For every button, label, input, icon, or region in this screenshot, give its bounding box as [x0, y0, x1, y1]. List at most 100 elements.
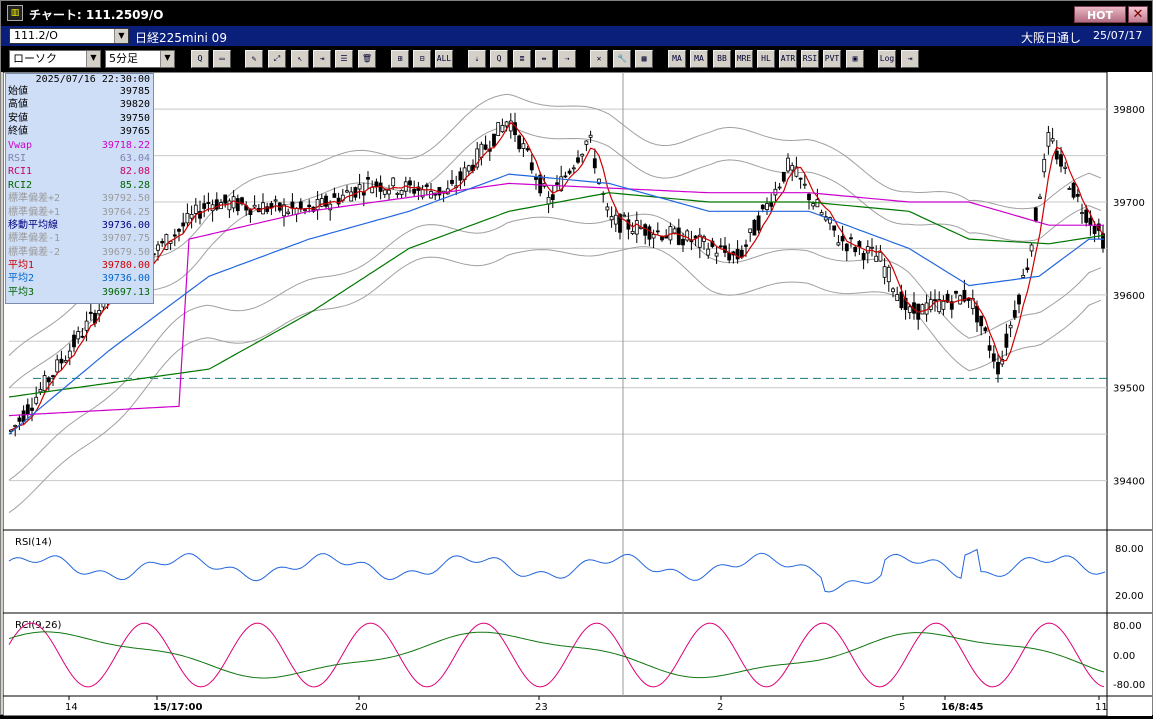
candle-body [328, 203, 333, 211]
candle-body [1029, 244, 1034, 252]
data-window-label: 平均3 [8, 286, 35, 298]
toolbar-button[interactable]: ▦ [635, 50, 653, 68]
toolbar-button[interactable]: ⊞ [391, 50, 409, 68]
data-window-value: 85.28 [119, 179, 150, 191]
candle-body [975, 305, 979, 323]
toolbar-button[interactable]: ▣ [846, 50, 864, 68]
candle-body [97, 310, 102, 315]
candle-body [357, 184, 362, 190]
data-window-row: 安値 39750 [6, 112, 153, 125]
candle-body [42, 375, 47, 392]
toolbar-button[interactable]: ⇥ [901, 50, 919, 68]
toolbar-button[interactable]: ATR [779, 50, 797, 68]
toolbar-button[interactable]: ⇣ [468, 50, 486, 68]
interval-select[interactable]: 5分足 ▼ [105, 50, 175, 68]
candle-body [580, 153, 585, 157]
candle-body [525, 148, 530, 151]
data-window-label: 平均2 [8, 273, 35, 285]
candle-body [391, 177, 396, 187]
candle-body [349, 191, 354, 202]
candle-body [546, 196, 551, 205]
toolbar-button[interactable]: BB [713, 50, 731, 68]
data-window-value: 63.04 [119, 152, 150, 164]
candle-body [844, 243, 849, 252]
candle-body [618, 213, 622, 233]
toolbar-button[interactable]: 🔧 [613, 50, 631, 68]
toolbar-button[interactable]: ⇢ [558, 50, 576, 68]
data-window-value: 39707.75 [101, 233, 150, 245]
price-tick-label: 39500 [1113, 384, 1145, 395]
candle-body [861, 252, 866, 260]
toolbar-button[interactable]: RSI [801, 50, 819, 68]
toolbar-button[interactable]: ⇥ [313, 50, 331, 68]
candle-body [1004, 333, 1009, 348]
data-window-row: RCI1 82.08 [6, 165, 153, 178]
toolbar-button[interactable]: 🗑 [358, 50, 376, 68]
candle-body [223, 194, 228, 204]
candle-body [1021, 274, 1026, 278]
candle-body [634, 220, 639, 235]
symbol-select[interactable]: 111.2/O ▼ [9, 28, 129, 44]
candle-body [399, 190, 404, 195]
toolbar-button[interactable]: ✕ [590, 50, 608, 68]
chevron-down-icon[interactable]: ▼ [114, 29, 128, 43]
candle-body [567, 170, 572, 174]
toolbar-button[interactable]: ▭ [213, 50, 231, 68]
data-window-row: 標準偏差+2 39792.50 [6, 192, 153, 205]
candle-body [693, 235, 698, 239]
candle-body [777, 186, 782, 189]
data-window-value: 39764.25 [101, 206, 150, 218]
toolbar-button[interactable]: MA [668, 50, 686, 68]
toolbar-button[interactable]: ⊟ [413, 50, 431, 68]
chart-area[interactable]: 39800 39700 39600 39500 39400 RSI(14) 80.00 20… [2, 71, 1152, 717]
title-bar[interactable]: ▥ チャート: 111.2509/O HOT ✕ [1, 1, 1152, 26]
rci-tick-label: 80.00 [1113, 621, 1142, 632]
toolbar-button[interactable]: ⤢ [268, 50, 286, 68]
toolbar-button[interactable]: Q [490, 50, 508, 68]
toolbar-button[interactable]: Q [191, 50, 209, 68]
toolbar-button[interactable]: ☰ [335, 50, 353, 68]
candle-body [1071, 182, 1076, 198]
toolbar-button[interactable]: ⇹ [535, 50, 553, 68]
candle-body [819, 212, 824, 216]
toolbar-button[interactable]: MRE [735, 50, 753, 68]
hot-button[interactable]: HOT [1074, 6, 1126, 23]
candle-body [891, 288, 895, 293]
candle-body [156, 244, 160, 251]
candle-body [991, 353, 996, 362]
ma1-line [10, 121, 1104, 431]
toolbar-button[interactable]: ≣ [513, 50, 531, 68]
candle-body [613, 214, 618, 225]
toolbar-button[interactable]: HL [757, 50, 775, 68]
data-window-row: RCI2 85.28 [6, 179, 153, 192]
candle-body [588, 134, 593, 138]
candle-body [412, 188, 417, 194]
chevron-down-icon[interactable]: ▼ [160, 51, 174, 67]
chart-type-select[interactable]: ローソク ▼ [9, 50, 101, 68]
candle-body [987, 345, 992, 351]
close-icon[interactable]: ✕ [1128, 6, 1148, 23]
band-line [8, 93, 1102, 356]
candle-body [794, 166, 799, 177]
candle-body [424, 184, 429, 187]
candle-body [853, 247, 858, 253]
data-window-value: 39736.00 [101, 219, 150, 231]
toolbar-button[interactable]: PVT [823, 50, 841, 68]
toolbar-button[interactable]: Log [878, 50, 896, 68]
candle-body [34, 396, 39, 404]
price-tick-label: 39400 [1113, 477, 1145, 488]
time-tick-label: 15/17:00 [153, 702, 202, 713]
candle-body [319, 198, 324, 207]
toolbar-button[interactable]: MA [690, 50, 708, 68]
chevron-down-icon[interactable]: ▼ [86, 51, 100, 67]
candle-body [382, 189, 387, 195]
toolbar-button[interactable]: ALL [435, 50, 453, 68]
data-window-label: 標準偏差+2 [8, 193, 61, 205]
candle-body [983, 327, 988, 332]
toolbar-button[interactable]: ✎ [245, 50, 263, 68]
toolbar-button[interactable]: ↖ [291, 50, 309, 68]
data-window-row: 平均2 39736.00 [6, 272, 153, 285]
candle-body [752, 219, 757, 236]
candle-body [1038, 196, 1042, 199]
